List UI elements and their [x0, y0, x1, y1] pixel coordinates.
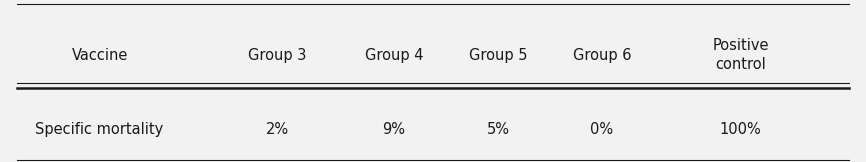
Text: Positive
control: Positive control	[712, 38, 769, 72]
Text: Group 4: Group 4	[365, 48, 423, 63]
Text: 5%: 5%	[487, 122, 509, 137]
Text: Group 3: Group 3	[248, 48, 307, 63]
Text: Group 6: Group 6	[572, 48, 631, 63]
Text: 9%: 9%	[383, 122, 405, 137]
Text: 2%: 2%	[266, 122, 288, 137]
Text: 0%: 0%	[591, 122, 613, 137]
Text: Specific mortality: Specific mortality	[36, 122, 164, 137]
Text: Group 5: Group 5	[469, 48, 527, 63]
Text: Vaccine: Vaccine	[71, 48, 128, 63]
Text: 100%: 100%	[720, 122, 761, 137]
